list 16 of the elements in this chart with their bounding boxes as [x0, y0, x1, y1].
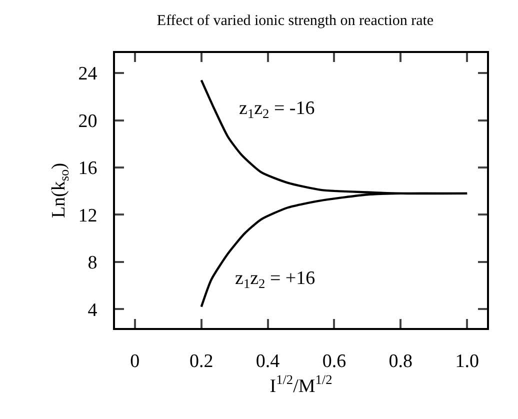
x-tick-label: 1.0	[455, 350, 479, 372]
x-tick-label: 0.4	[256, 350, 280, 372]
series-label: z$_{1}$z$_{2}$ = +16	[235, 268, 316, 291]
y-tick-label: 20	[78, 110, 98, 132]
series-label: z$_{1}$z$_{2}$ = -16	[239, 98, 315, 121]
x-tick-label: 0.2	[189, 350, 214, 372]
chart-title: Effect of varied ionic strength on reaction rate	[156, 13, 434, 30]
x-tick-label: 0.6	[322, 350, 346, 372]
y-tick-label: 24	[78, 64, 98, 85]
y-tick-label: 4	[88, 300, 98, 321]
x-tick-label: 0.8	[388, 350, 413, 372]
y-tick-label: 16	[78, 158, 98, 180]
y-tick-label: 8	[88, 252, 98, 274]
x-axis-title: I$^{1/2}$/M$^{1/2}$	[270, 372, 332, 397]
x-tick-label: 0	[130, 350, 140, 372]
y-tick-label: 12	[78, 205, 98, 226]
